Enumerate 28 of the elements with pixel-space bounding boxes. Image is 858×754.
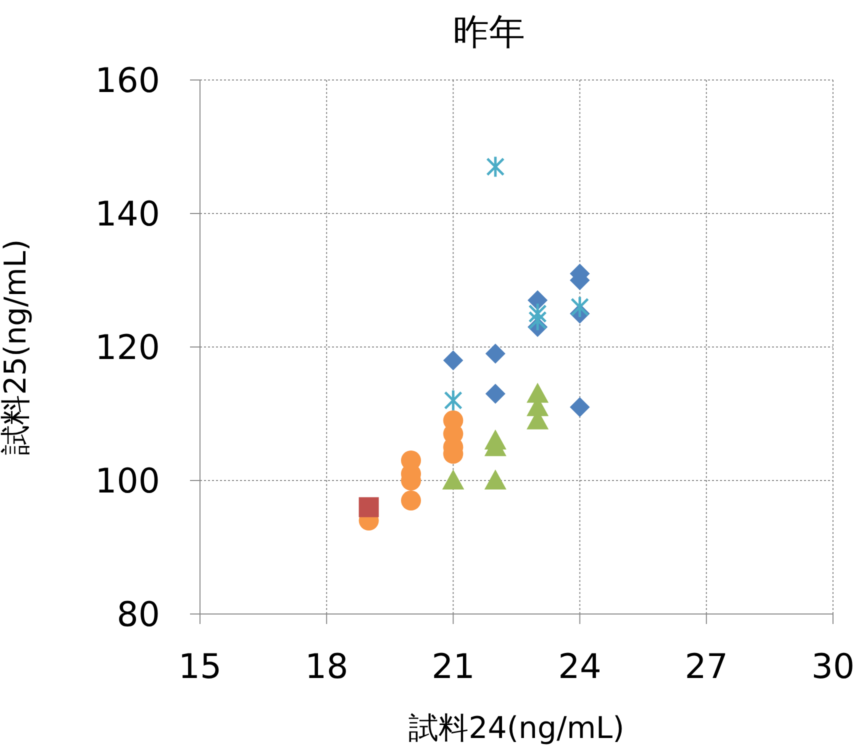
y-tick-label: 80 [116, 595, 160, 636]
x-tick-label: 27 [684, 647, 728, 688]
x-axis-title: 試料24(ng/mL) [408, 711, 624, 746]
point [484, 429, 506, 450]
point [484, 470, 506, 490]
y-tick-label: 120 [95, 328, 160, 368]
y-tick-label: 140 [95, 194, 160, 235]
x-tick-label: 24 [558, 647, 602, 688]
x-tick-label: 21 [432, 647, 475, 688]
y-tick-label: 160 [95, 61, 160, 102]
point [528, 309, 547, 332]
point [485, 384, 506, 404]
point [486, 156, 505, 178]
point [443, 350, 464, 370]
y-tick-label: 100 [95, 462, 160, 502]
point [442, 470, 464, 490]
point [358, 497, 379, 518]
x-tick-label: 18 [304, 647, 348, 688]
x-tick-label: 15 [178, 647, 222, 688]
point [485, 344, 506, 364]
y-axis-title: 試料25(ng/mL) [0, 239, 34, 455]
point [444, 389, 462, 412]
point [570, 397, 590, 418]
chart-title: 昨年 [452, 11, 526, 55]
point [528, 290, 548, 310]
point [401, 490, 421, 511]
x-tick-label: 30 [811, 647, 855, 688]
point [570, 296, 590, 318]
